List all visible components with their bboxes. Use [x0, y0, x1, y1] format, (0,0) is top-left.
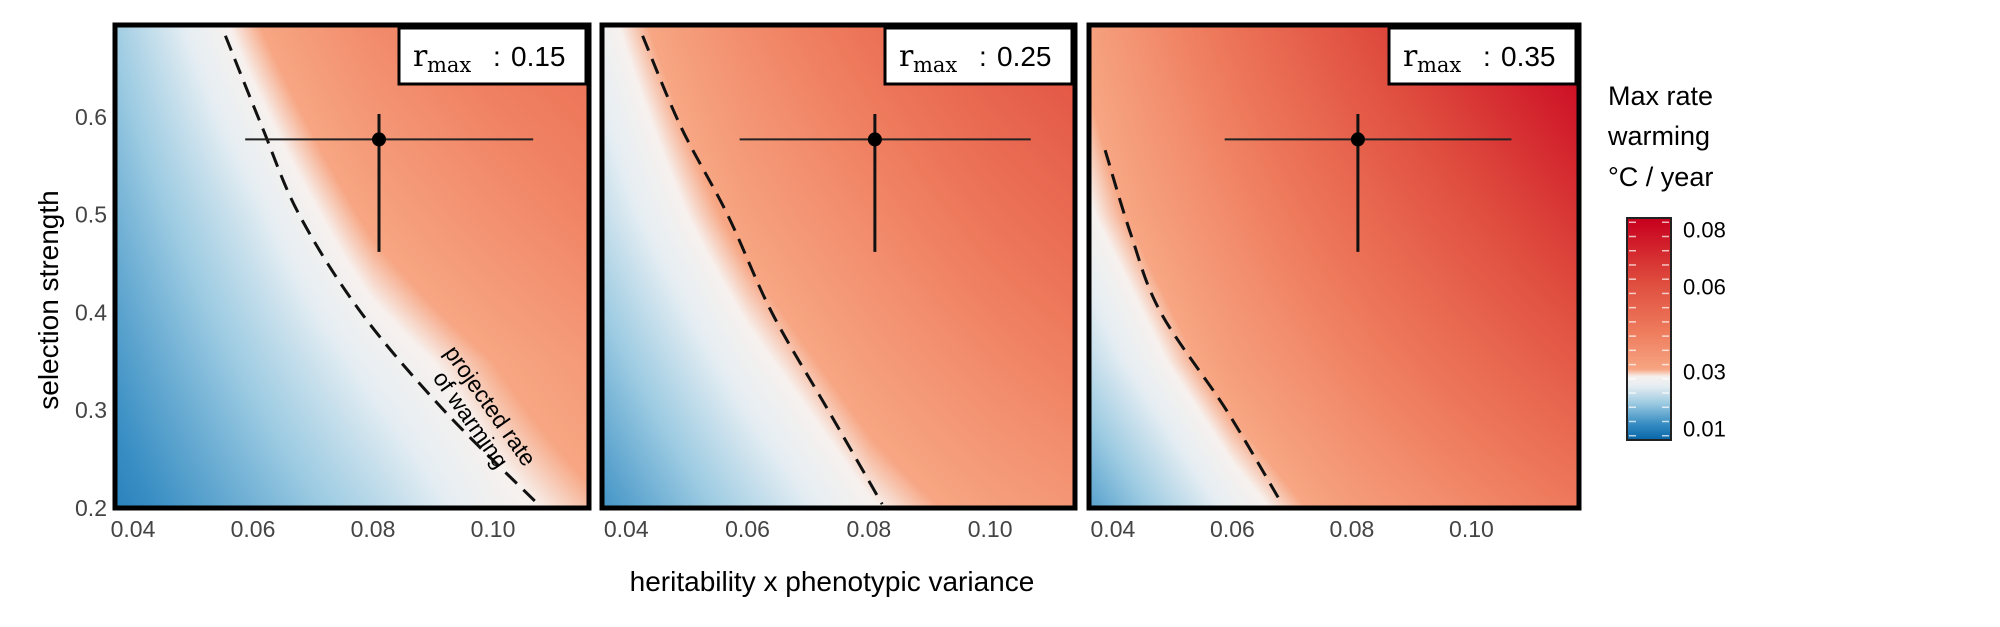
projected-warming-contour: [224, 35, 540, 506]
x-tick-label: 0.08: [846, 516, 891, 542]
rmax-separator: :: [979, 41, 987, 72]
colorbar-tick-label: 0.08: [1683, 217, 1726, 242]
y-tick-label: 0.5: [75, 202, 107, 228]
colorbar-tick-label: 0.06: [1683, 274, 1726, 299]
rmax-symbol: r: [413, 39, 428, 74]
panel-frame: [1086, 22, 1582, 511]
y-tick-label: 0.6: [75, 104, 107, 130]
colorbar-gradient: [1627, 218, 1671, 440]
x-axis-label: heritability x phenotypic variance: [630, 566, 1035, 597]
colorbar-title-line-3: °C / year: [1608, 162, 1713, 192]
x-tick-label: 0.04: [604, 516, 649, 542]
x-tick-label: 0.10: [471, 516, 516, 542]
heatmap-panel-3: [1089, 25, 1579, 508]
colorbar-title-line-2: warming: [1607, 121, 1710, 151]
rmax-label-box: [883, 26, 1074, 86]
x-tick-label: 0.06: [1210, 516, 1255, 542]
projected-warming-contour: [641, 35, 884, 505]
y-tick-label: 0.4: [75, 299, 107, 325]
rmax-label: r max:0.25: [899, 39, 1052, 77]
x-tick-label: 0.04: [111, 516, 156, 542]
rmax-value: 0.25: [997, 41, 1052, 72]
colorbar-frame: [1626, 217, 1672, 441]
colorbar-tick-label: 0.03: [1683, 360, 1726, 385]
x-tick-label: 0.08: [351, 516, 396, 542]
x-tick-label: 0.10: [1449, 516, 1494, 542]
rmax-symbol: r: [899, 39, 914, 74]
colorbar-tick-label: 0.01: [1683, 417, 1726, 442]
panel-3: r max:0.35 0.04 0.06 0.08 0.10: [1086, 22, 1582, 542]
x-tick-label: 0.06: [231, 516, 276, 542]
panel-2: r max:0.25 0.04 0.06 0.08 0.10: [599, 22, 1078, 542]
x-tick-label: 0.06: [725, 516, 770, 542]
rmax-separator: :: [493, 41, 501, 72]
rmax-label: r max:0.15: [413, 39, 566, 77]
rmax-subscript: max: [427, 53, 471, 77]
colorbar-title-line-1: Max rate: [1608, 81, 1713, 111]
heatmap-panel-1: [115, 25, 589, 508]
rmax-value: 0.15: [511, 41, 566, 72]
rmax-subscript: max: [913, 53, 957, 77]
estimate-point: [372, 132, 386, 147]
estimate-point: [1350, 132, 1365, 147]
x-tick-label: 0.10: [968, 516, 1013, 542]
y-tick-label: 0.3: [75, 397, 107, 423]
panel-frame: [599, 22, 1078, 511]
rmax-symbol: r: [1403, 39, 1418, 74]
rmax-label: r max:0.35: [1403, 39, 1556, 77]
estimate-point: [867, 132, 882, 147]
y-axis-label: selection strength: [33, 190, 64, 409]
y-tick-label: 0.2: [75, 495, 107, 521]
colorbar: Max rate warming °C / year 0.08 0.06 0.03 0…: [1607, 81, 1726, 442]
rmax-label-box: [1387, 26, 1578, 86]
projected-warming-contour: [1103, 149, 1284, 505]
rmax-subscript: max: [1417, 53, 1461, 77]
x-tick-label: 0.08: [1330, 516, 1375, 542]
rmax-separator: :: [1483, 41, 1491, 72]
x-tick-label: 0.04: [1091, 516, 1136, 542]
rmax-value: 0.35: [1501, 41, 1556, 72]
rmax-label-box: [397, 26, 588, 86]
panel-frame: [112, 22, 592, 511]
